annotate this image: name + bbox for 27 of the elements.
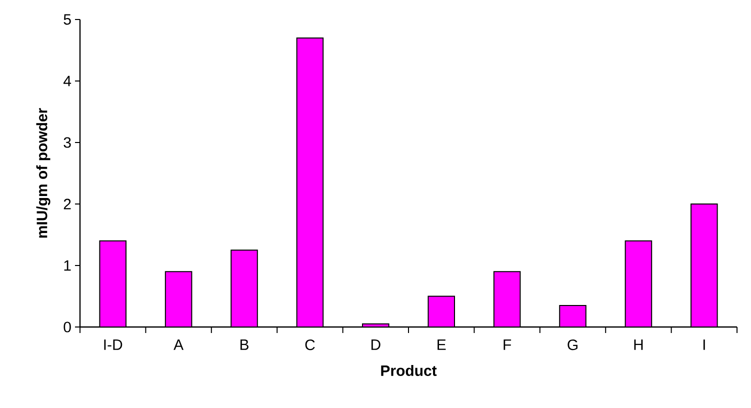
x-tick-label: I xyxy=(703,340,705,350)
x-tick-label: G xyxy=(568,340,578,350)
x-axis-title: Product xyxy=(381,364,437,376)
bar xyxy=(428,296,455,327)
bar xyxy=(624,240,652,327)
bar xyxy=(559,304,586,327)
y-tick-label: 5 xyxy=(64,14,71,25)
x-tick-label: E xyxy=(438,340,446,350)
x-tick-label: A xyxy=(174,340,184,350)
x-tick-label: F xyxy=(504,340,512,350)
bar xyxy=(296,37,324,327)
y-axis-title: mIU/gm of powder xyxy=(36,108,50,238)
y-tick-label: 2 xyxy=(64,198,71,210)
x-tick-label: D xyxy=(371,340,380,350)
y-tick-label: 1 xyxy=(64,260,71,271)
bar xyxy=(99,240,126,327)
x-tick-label: I-D xyxy=(104,340,122,350)
bar xyxy=(164,271,192,327)
y-tick-label: 4 xyxy=(63,76,72,86)
x-tick-label: C xyxy=(305,340,315,350)
bar xyxy=(493,271,521,327)
bar xyxy=(690,204,718,327)
x-tick-label: H xyxy=(634,340,643,350)
y-tick-label: 0 xyxy=(64,322,71,332)
x-tick-label: B xyxy=(240,340,248,350)
bar xyxy=(230,250,258,327)
y-tick-label: 3 xyxy=(64,137,71,148)
